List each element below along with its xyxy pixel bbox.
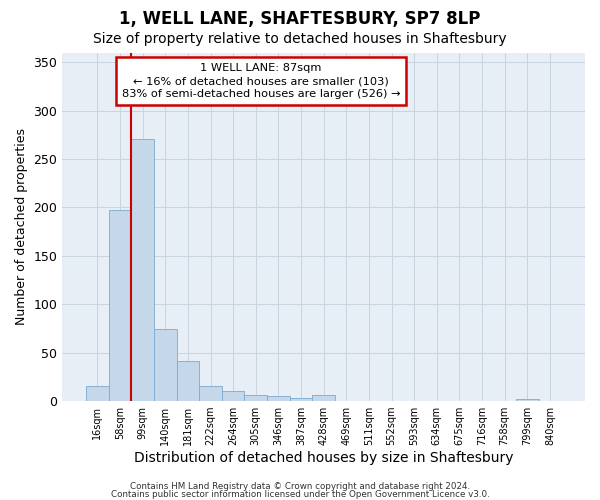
Text: Contains public sector information licensed under the Open Government Licence v3: Contains public sector information licen… xyxy=(110,490,490,499)
Bar xyxy=(131,138,154,401)
Bar xyxy=(154,330,176,401)
Text: Size of property relative to detached houses in Shaftesbury: Size of property relative to detached ho… xyxy=(93,32,507,46)
Bar xyxy=(86,386,109,401)
X-axis label: Distribution of detached houses by size in Shaftesbury: Distribution of detached houses by size … xyxy=(134,451,514,465)
Y-axis label: Number of detached properties: Number of detached properties xyxy=(15,128,28,326)
Bar xyxy=(199,386,222,401)
Text: Contains HM Land Registry data © Crown copyright and database right 2024.: Contains HM Land Registry data © Crown c… xyxy=(130,482,470,491)
Bar xyxy=(516,399,539,401)
Bar xyxy=(290,398,313,401)
Bar xyxy=(109,210,131,401)
Text: 1, WELL LANE, SHAFTESBURY, SP7 8LP: 1, WELL LANE, SHAFTESBURY, SP7 8LP xyxy=(119,10,481,28)
Bar xyxy=(222,392,244,401)
Bar xyxy=(244,396,267,401)
Bar xyxy=(176,362,199,401)
Text: 1 WELL LANE: 87sqm
← 16% of detached houses are smaller (103)
83% of semi-detach: 1 WELL LANE: 87sqm ← 16% of detached hou… xyxy=(122,63,400,100)
Bar xyxy=(267,396,290,401)
Bar xyxy=(313,396,335,401)
